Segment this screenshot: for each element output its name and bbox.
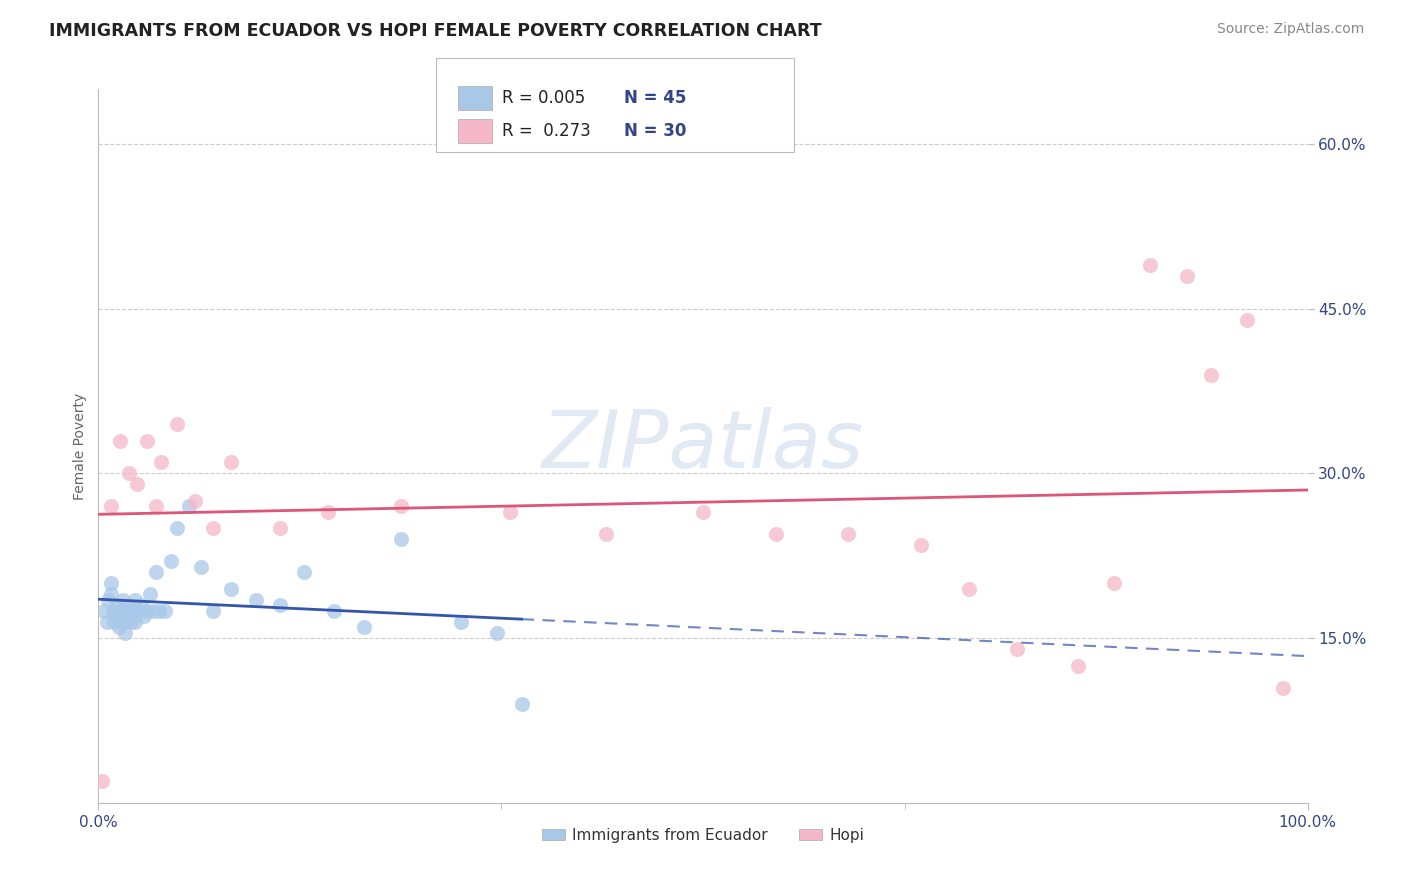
- Point: [221, 582, 243, 596]
- Point: [1102, 576, 1125, 591]
- Point: [245, 592, 267, 607]
- Point: [148, 604, 170, 618]
- Point: [101, 604, 124, 618]
- Point: [692, 505, 714, 519]
- Point: [124, 615, 146, 629]
- Point: [100, 500, 122, 514]
- Point: [153, 604, 176, 618]
- Point: [97, 592, 120, 607]
- Point: [91, 773, 114, 788]
- Point: [111, 592, 134, 607]
- Point: [135, 434, 157, 448]
- Point: [179, 500, 201, 514]
- Point: [121, 604, 143, 618]
- Point: [269, 598, 291, 612]
- Point: [190, 559, 212, 574]
- Point: [114, 604, 136, 618]
- Text: ZIPatlas: ZIPatlas: [541, 407, 865, 485]
- Point: [139, 587, 162, 601]
- Point: [108, 434, 131, 448]
- Point: [111, 615, 134, 629]
- Point: [96, 615, 118, 629]
- Point: [129, 598, 152, 612]
- Point: [105, 598, 128, 612]
- Point: [118, 609, 141, 624]
- Point: [1007, 642, 1029, 657]
- Text: R = 0.005: R = 0.005: [502, 88, 585, 107]
- Point: [292, 566, 315, 580]
- Point: [1175, 268, 1198, 283]
- Point: [108, 604, 131, 618]
- Point: [910, 538, 932, 552]
- Point: [150, 455, 173, 469]
- Point: [127, 604, 149, 618]
- Point: [269, 521, 291, 535]
- Text: N = 45: N = 45: [624, 88, 686, 107]
- Point: [765, 526, 787, 541]
- Legend: Immigrants from Ecuador, Hopi: Immigrants from Ecuador, Hopi: [536, 822, 870, 848]
- Point: [127, 477, 149, 491]
- Y-axis label: Female Poverty: Female Poverty: [73, 392, 87, 500]
- Point: [1236, 312, 1258, 326]
- Point: [1139, 258, 1161, 272]
- Point: [316, 505, 339, 519]
- Point: [595, 526, 617, 541]
- Point: [486, 625, 509, 640]
- Point: [389, 500, 412, 514]
- Point: [353, 620, 375, 634]
- Point: [134, 609, 156, 624]
- Text: N = 30: N = 30: [624, 122, 686, 140]
- Point: [1272, 681, 1295, 695]
- Point: [323, 604, 346, 618]
- Point: [166, 521, 188, 535]
- Text: R =  0.273: R = 0.273: [502, 122, 591, 140]
- Point: [105, 609, 128, 624]
- Point: [114, 625, 136, 640]
- Point: [1199, 368, 1222, 382]
- Point: [135, 604, 157, 618]
- Point: [100, 587, 122, 601]
- Point: [450, 615, 472, 629]
- Point: [120, 615, 142, 629]
- Point: [100, 576, 122, 591]
- Point: [510, 697, 533, 711]
- Point: [184, 494, 207, 508]
- Point: [221, 455, 243, 469]
- Point: [142, 604, 165, 618]
- Point: [160, 554, 183, 568]
- Point: [202, 521, 225, 535]
- Point: [145, 500, 167, 514]
- Point: [103, 615, 125, 629]
- Point: [93, 604, 115, 618]
- Point: [145, 566, 167, 580]
- Point: [837, 526, 859, 541]
- Point: [202, 604, 225, 618]
- Point: [1067, 658, 1090, 673]
- Text: Source: ZipAtlas.com: Source: ZipAtlas.com: [1216, 22, 1364, 37]
- Point: [124, 592, 146, 607]
- Text: IMMIGRANTS FROM ECUADOR VS HOPI FEMALE POVERTY CORRELATION CHART: IMMIGRANTS FROM ECUADOR VS HOPI FEMALE P…: [49, 22, 823, 40]
- Point: [166, 417, 188, 431]
- Point: [389, 533, 412, 547]
- Point: [118, 598, 141, 612]
- Point: [498, 505, 520, 519]
- Point: [118, 467, 141, 481]
- Point: [957, 582, 980, 596]
- Point: [108, 620, 131, 634]
